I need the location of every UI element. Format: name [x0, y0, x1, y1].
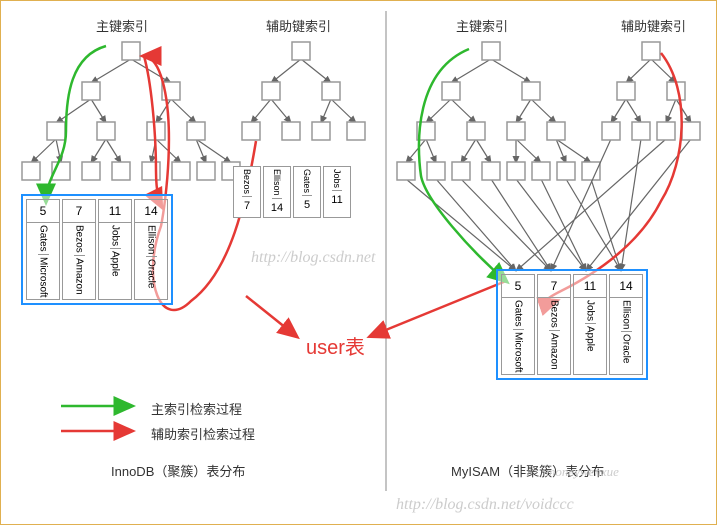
- legend-green: 主索引检索过程: [151, 399, 242, 418]
- sk-col: Jobs11: [323, 166, 351, 218]
- data-col: 5GatesMicrosoft: [26, 199, 60, 300]
- sk-col: Bezos7: [233, 166, 261, 218]
- header-sk-right: 辅助键索引: [621, 16, 686, 35]
- innodb-caption: InnoDB（聚簇）表分布: [111, 461, 245, 480]
- legend-arrows: [61, 406, 131, 431]
- diagram-canvas: 主键索引 辅助键索引 主键索引 辅助键索引 5GatesMicrosoft7Be…: [0, 0, 717, 525]
- header-pk-right: 主键索引: [456, 16, 508, 35]
- data-col: 7BezosAmazon: [537, 274, 571, 375]
- data-col: 11JobsApple: [98, 199, 132, 300]
- user-table-label: user表: [306, 331, 365, 360]
- data-col: 14EllisonOracle: [134, 199, 168, 300]
- watermark: http://blog.csdn.net: [251, 249, 375, 267]
- sk-col: Ellison14: [263, 166, 291, 218]
- innodb-pk-leaf-table: 5GatesMicrosoft7BezosAmazon11JobsApple14…: [21, 194, 173, 305]
- data-col: 7BezosAmazon: [62, 199, 96, 300]
- innodb-sk-leaf: Bezos7Ellison14Gates5Jobs11: [233, 166, 351, 218]
- myisam-data-table: 5GatesMicrosoft7BezosAmazon11JobsApple14…: [496, 269, 648, 380]
- data-col: 11JobsApple: [573, 274, 607, 375]
- data-col: 14EllisonOracle: [609, 274, 643, 375]
- watermark: moneywenxue: [546, 464, 619, 480]
- header-sk-left: 辅助键索引: [266, 16, 331, 35]
- legend-red: 辅助索引检索过程: [151, 424, 255, 443]
- watermark: http://blog.csdn.net/voidccc: [396, 496, 574, 514]
- sk-col: Gates5: [293, 166, 321, 218]
- header-pk-left: 主键索引: [96, 16, 148, 35]
- data-col: 5GatesMicrosoft: [501, 274, 535, 375]
